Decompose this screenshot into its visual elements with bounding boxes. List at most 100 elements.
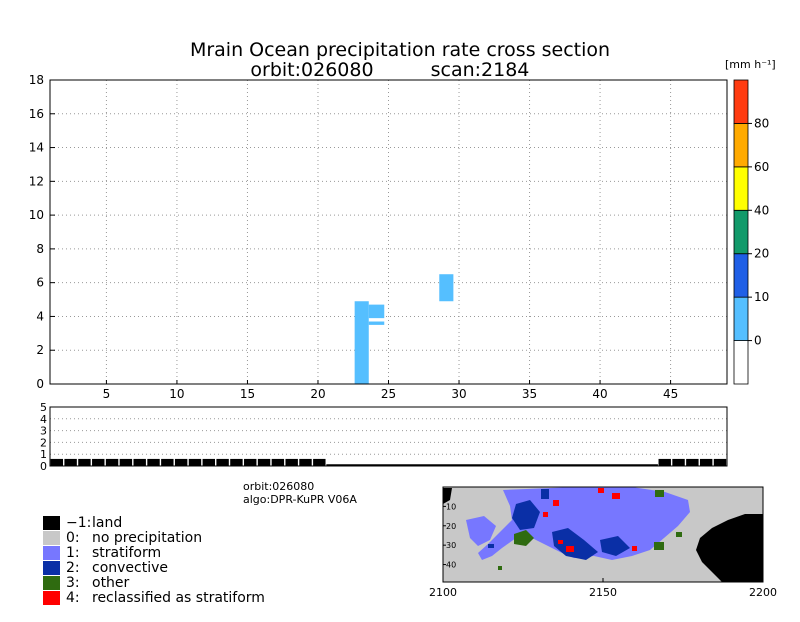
- colorbar-label: 20: [754, 247, 769, 261]
- map-land-left: [443, 488, 452, 504]
- chart-subtitle-orbit: orbit:026080: [250, 59, 373, 81]
- legend-code: 2:: [66, 560, 80, 576]
- type-y-tick-label: 5: [40, 401, 47, 414]
- chart-title: Mrain Ocean precipitation rate cross sec…: [190, 39, 610, 61]
- type-bin-land: [257, 458, 271, 466]
- map-reclassified-cell: [558, 540, 563, 544]
- type-bins: [50, 458, 727, 466]
- map-convective-cell: [541, 489, 549, 499]
- map-y-tick-label: 10: [446, 502, 456, 511]
- map-y-ticks: 10 20 30 40: [443, 502, 456, 570]
- type-bin-land: [119, 458, 133, 466]
- main-y-tick-label: 4: [36, 309, 44, 323]
- map-shapes: [443, 487, 763, 582]
- type-y-tick-label: 2: [40, 436, 47, 449]
- main-y-tick-label: 8: [36, 242, 44, 256]
- map-reclassified-cell: [598, 488, 604, 493]
- map-convective-cell: [488, 544, 494, 548]
- type-y-tick-label: 3: [40, 425, 47, 438]
- legend-label: reclassified as stratiform: [92, 590, 265, 606]
- colorbar: 0 10 20 40 60 80: [733, 79, 769, 385]
- type-bin-land: [216, 458, 229, 466]
- legend-label: convective: [92, 560, 168, 576]
- main-y-tick-label: 2: [36, 343, 44, 357]
- type-bin-land: [686, 458, 699, 466]
- info-orbit: orbit:026080: [243, 480, 314, 493]
- type-bin-land: [285, 458, 298, 466]
- map-reclassified-cell: [543, 512, 548, 517]
- legend-swatch: [43, 546, 60, 560]
- map-reclassified-cell: [632, 546, 637, 551]
- main-x-tick-label: 15: [240, 387, 255, 401]
- chart-subtitle-scan: scan:2184: [431, 59, 530, 81]
- type-bin-land: [147, 458, 160, 466]
- legend-label: other: [92, 575, 130, 591]
- type-bin-land: [133, 458, 146, 466]
- type-bin-land: [313, 458, 326, 466]
- main-y-tick-label: 18: [29, 73, 44, 87]
- type-plot-frame: [49, 406, 728, 467]
- map-convective-patch: [552, 528, 598, 560]
- type-bin-land: [672, 458, 685, 466]
- type-y-tick-label: 0: [40, 460, 47, 473]
- legend-label: no precipitation: [92, 530, 202, 546]
- type-bin-land: [699, 458, 713, 466]
- colorbar-label: 80: [754, 116, 769, 130]
- map-land: [696, 514, 763, 582]
- legend-swatch: [43, 516, 60, 530]
- type-bin-land: [78, 458, 91, 466]
- map-other-cell: [676, 532, 682, 537]
- legend-code: 1:: [66, 545, 80, 561]
- main-x-ticks: 5 10 15 20 25 30 35 40 45: [103, 380, 678, 401]
- map-y-tick-label: 30: [446, 541, 456, 550]
- type-bin-land: [271, 458, 285, 466]
- colorbar-label: 10: [754, 290, 769, 304]
- map-x-tick-label: 2200: [749, 586, 777, 599]
- type-bin-land: [202, 458, 215, 466]
- legend-code: 3:: [66, 575, 80, 591]
- main-x-tick-label: 25: [381, 387, 396, 401]
- colorbar-segment: [733, 209, 749, 255]
- map-other-cell: [655, 490, 664, 497]
- main-x-tick-label: 5: [103, 387, 111, 401]
- colorbar-segment: [733, 79, 749, 124]
- rain-cells: [354, 274, 454, 384]
- colorbar-unit: [mm h⁻¹]: [725, 58, 776, 71]
- map-stratiform-left: [466, 516, 496, 546]
- type-grid: [50, 418, 727, 455]
- type-bin-land: [161, 458, 174, 466]
- type-bin-land: [230, 458, 243, 466]
- map-y-tick-label: 20: [446, 522, 456, 531]
- type-y-tick-label: 1: [40, 448, 47, 461]
- legend-code: 4:: [66, 590, 80, 606]
- map-convective-patch: [512, 500, 540, 530]
- legend-code: −1:: [66, 515, 91, 531]
- main-y-tick-label: 0: [36, 377, 44, 391]
- rain-cell: [439, 274, 454, 302]
- map-x-tick-label: 2150: [589, 586, 617, 599]
- map-convective-cell: [527, 510, 532, 515]
- colorbar-segment: [733, 123, 749, 168]
- colorbar-label: 60: [754, 160, 769, 174]
- map-reclassified-cell: [553, 500, 559, 506]
- colorbar-segment: [733, 296, 749, 341]
- rain-cell: [368, 321, 385, 325]
- type-bin-land: [174, 458, 188, 466]
- main-x-tick-label: 45: [663, 387, 678, 401]
- legend-label: stratiform: [92, 545, 161, 561]
- map-other-cell: [654, 542, 664, 550]
- map-x-ticks: 2100 2150 2200: [429, 578, 777, 599]
- colorbar-label: 40: [754, 203, 769, 217]
- info-algo: algo:DPR-KuPR V06A: [243, 493, 357, 506]
- legend-swatch: [43, 531, 60, 545]
- main-x-tick-label: 20: [310, 387, 325, 401]
- map-reclassified-cell: [566, 546, 574, 552]
- legend-swatch: [43, 591, 60, 605]
- legend-label: land: [92, 515, 122, 531]
- main-grid: [50, 80, 727, 384]
- main-y-tick-label: 16: [29, 107, 44, 121]
- type-bin-land: [105, 458, 119, 466]
- colorbar-segment: [733, 166, 749, 211]
